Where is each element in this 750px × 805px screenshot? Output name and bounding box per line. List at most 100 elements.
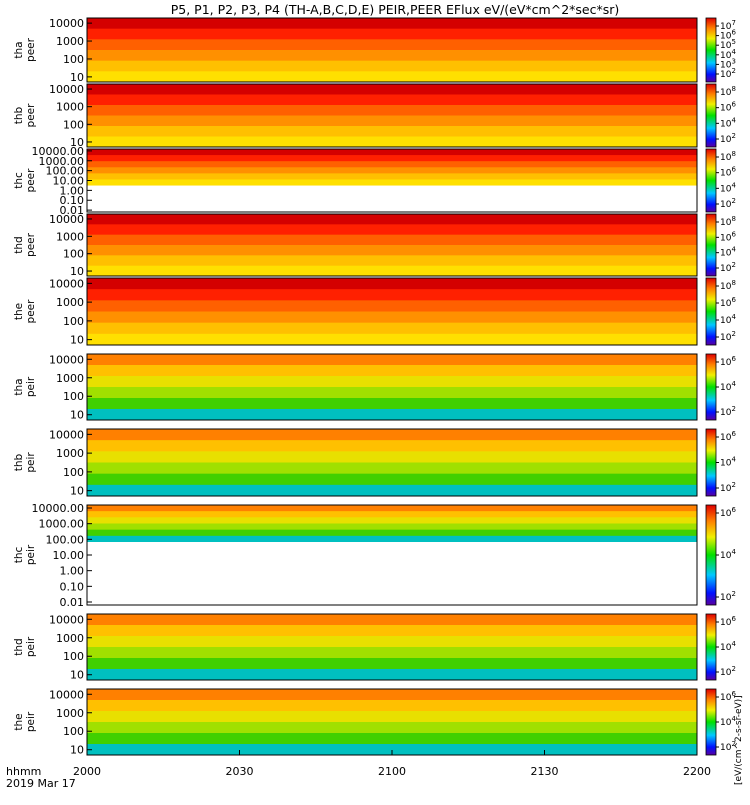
colorbar: [705, 148, 717, 213]
colorbar: [705, 688, 717, 756]
empty-energy-region: [87, 542, 697, 605]
spectrogram-band: [87, 523, 697, 531]
colorbar-tick-label: 106: [720, 29, 736, 42]
spectrogram-band: [87, 126, 697, 137]
y-tick-label: 10: [70, 334, 84, 347]
panel-frame: [86, 213, 698, 277]
y-tick-label: 100.00: [46, 533, 85, 546]
y-tick-label: 0.01: [60, 204, 85, 217]
colorbar-tick-label: 102: [720, 740, 736, 753]
spectrogram-band: [87, 50, 697, 62]
x-tick-label: 2030: [226, 765, 254, 778]
y-axis-label: thcpeer: [13, 168, 37, 193]
spectrogram-band: [87, 289, 697, 301]
colorbar-units-label: [eV/(cm^2-s-sr-eV)]: [734, 695, 744, 785]
spectrogram-band: [87, 451, 697, 463]
spectrogram-band: [87, 398, 697, 410]
colorbar-tick-label: 106: [720, 296, 736, 309]
y-tick-label: 1000: [56, 101, 84, 114]
spectrogram-band: [87, 529, 697, 537]
spectrogram-band: [87, 115, 697, 127]
y-axis-label: thbpeir: [13, 452, 37, 473]
spectrogram-band: [87, 167, 697, 174]
spectrogram-band: [87, 322, 697, 335]
spectrogram-band: [87, 300, 697, 312]
spectrogram-band: [87, 511, 697, 518]
colorbar-tick-label: 106: [720, 355, 736, 368]
y-tick-label: 10: [70, 485, 84, 498]
spectrogram-band: [87, 440, 697, 452]
spectrogram-band: [87, 60, 697, 72]
colorbar: [705, 277, 717, 346]
y-tick-label: 10: [70, 71, 84, 84]
panel-frame: [86, 277, 698, 346]
y-axis-label: thbpeer: [13, 103, 37, 128]
colorbar-tick-label: 108: [720, 279, 736, 292]
empty-energy-region: [87, 185, 697, 212]
y-tick-label: 100: [63, 118, 84, 131]
spectrogram-band: [87, 18, 697, 30]
spectrogram-band: [87, 278, 697, 290]
spectrogram-band: [87, 625, 697, 637]
y-tick-label: 10000: [49, 613, 84, 626]
panel-thc-peir: 10000.00 1000.00 100.00 10.00 1.00 0.10 0.01 th…: [13, 502, 736, 609]
y-tick-label: 100: [63, 248, 84, 261]
spectrogram-band: [87, 689, 697, 701]
spectrogram-band: [87, 669, 697, 681]
y-tick-label: 100: [63, 315, 84, 328]
panel-thb-peer: 10000 1000 100 10 thbpeer 108 106 104 102: [13, 83, 736, 149]
colorbar-tick-label: 104: [720, 456, 736, 469]
panel-thd-peir: 10000 1000 100 10 thdpeir 106 104 102: [13, 613, 736, 681]
spectrogram-band: [87, 71, 697, 83]
y-tick-label: 100: [63, 650, 84, 663]
spectrogram-band: [87, 722, 697, 734]
spectrogram-band: [87, 365, 697, 377]
spectrogram-band: [87, 105, 697, 116]
y-tick-label: 1000: [56, 296, 84, 309]
colorbar-tick-label: 104: [720, 313, 736, 326]
spectrogram-band: [87, 265, 697, 277]
colorbar-tick-label: 104: [720, 48, 736, 61]
x-axis: 2000 2030 2100 2130 2200: [73, 750, 711, 778]
y-axis-label: thcpeir: [13, 544, 37, 565]
y-tick-label: 1000: [56, 35, 84, 48]
spectrogram-band: [87, 473, 697, 486]
y-tick-label: 10000: [49, 213, 84, 226]
spectrogram-band: [87, 636, 697, 648]
y-tick-label: 10000: [49, 688, 84, 701]
y-tick-label: 10000: [49, 277, 84, 290]
y-tick-label: 0.10: [60, 194, 85, 207]
y-tick-label: 10: [70, 136, 84, 149]
colorbar-tick-label: 106: [720, 690, 736, 703]
y-tick-label: 1.00: [60, 184, 85, 197]
colorbar-tick-label: 102: [720, 197, 736, 210]
y-tick-label: 100: [63, 53, 84, 66]
spectrogram-band: [87, 517, 697, 524]
colorbar-tick-label: 104: [720, 181, 736, 194]
y-tick-label: 10.00: [53, 175, 85, 188]
colorbar-tick-label: 106: [720, 166, 736, 179]
colorbar: [705, 428, 717, 497]
y-axis-label: thapeer: [13, 37, 37, 62]
x-tick-label: 2000: [73, 765, 101, 778]
spectrogram-band: [87, 658, 697, 670]
spectrogram-band: [87, 84, 697, 95]
colorbar-tick-label: 102: [720, 481, 736, 494]
panel-the-peir: 10000 1000 100 10 thepeir 106 104 102: [13, 688, 736, 756]
spectrogram-band: [87, 161, 697, 168]
colorbar-tick-label: 104: [720, 715, 736, 728]
y-tick-label: 10: [70, 744, 84, 757]
y-axis-label: thapeir: [13, 376, 37, 397]
y-tick-label: 1000.00: [39, 518, 85, 531]
spectrogram-band: [87, 255, 697, 267]
spectrogram-band: [87, 484, 697, 497]
colorbar-tick-label: 102: [720, 665, 736, 678]
y-tick-label: 10: [70, 669, 84, 682]
spectrogram-band: [87, 179, 697, 187]
colorbar-tick-label: 102: [720, 261, 736, 274]
panel-frame: [86, 613, 698, 681]
colorbar: [705, 83, 717, 148]
spectrogram-band: [87, 173, 697, 180]
spectrogram-band: [87, 647, 697, 659]
